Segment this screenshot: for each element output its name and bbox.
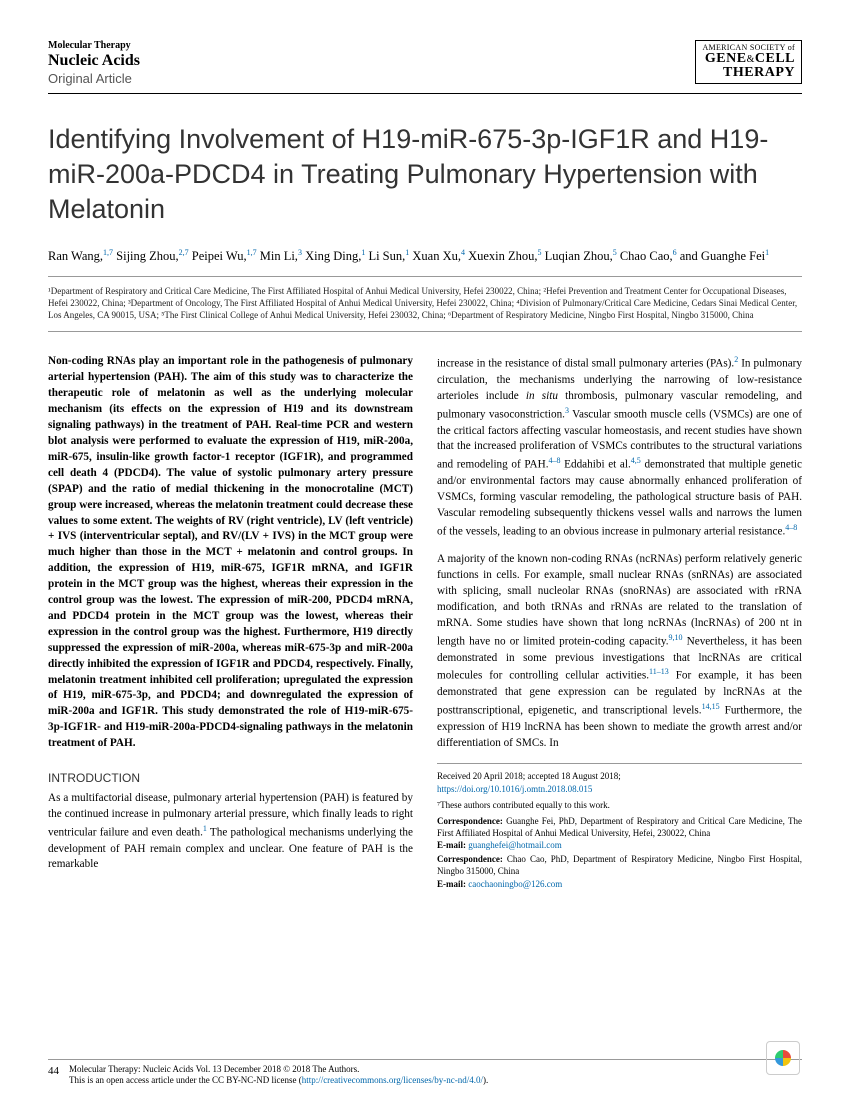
contrib-note: ⁷These authors contributed equally to th… (437, 799, 802, 811)
crossmark-badge[interactable] (766, 1041, 800, 1075)
doi-link[interactable]: https://doi.org/10.1016/j.omtn.2018.08.0… (437, 784, 592, 794)
affiliations: ¹Department of Respiratory and Critical … (48, 285, 802, 332)
crossmark-icon (775, 1050, 791, 1066)
footer-text: Molecular Therapy: Nucleic Acids Vol. 13… (69, 1064, 488, 1087)
body-paragraph: increase in the resistance of distal sma… (437, 354, 802, 540)
article-type: Original Article (48, 72, 140, 87)
left-column: Non-coding RNAs play an important role i… (48, 354, 413, 889)
society-logo: AMERICAN SOCIETY of GENE&CELL THERAPY (695, 40, 802, 84)
abstract: Non-coding RNAs play an important role i… (48, 354, 413, 752)
society-main: GENE&CELL THERAPY (702, 52, 795, 80)
journal-super: Molecular Therapy (48, 40, 140, 52)
intro-heading: INTRODUCTION (48, 770, 413, 787)
email-2: E-mail: caochaoningbo@126.com (437, 878, 802, 890)
page-number: 44 (48, 1064, 59, 1078)
body-paragraph: A majority of the known non-coding RNAs … (437, 552, 802, 751)
correspondence-box: Received 20 April 2018; accepted 18 Augu… (437, 763, 802, 889)
right-column: increase in the resistance of distal sma… (437, 354, 802, 889)
article-title: Identifying Involvement of H19-miR-675-3… (48, 122, 802, 227)
intro-paragraph: As a multifactorial disease, pulmonary a… (48, 791, 413, 873)
journal-name: Nucleic Acids (48, 52, 140, 70)
footer: 44 Molecular Therapy: Nucleic Acids Vol.… (48, 1059, 802, 1087)
authors: Ran Wang,1,7 Sijing Zhou,2,7 Peipei Wu,1… (48, 247, 802, 277)
received-line: Received 20 April 2018; accepted 18 Augu… (437, 770, 802, 782)
license-link[interactable]: http://creativecommons.org/licenses/by-n… (302, 1075, 483, 1085)
journal-block: Molecular Therapy Nucleic Acids Original… (48, 40, 140, 87)
correspondence-2: Correspondence: Chao Cao, PhD, Departmen… (437, 853, 802, 877)
email-1: E-mail: guanghefei@hotmail.com (437, 839, 802, 851)
body-columns: Non-coding RNAs play an important role i… (48, 354, 802, 889)
header: Molecular Therapy Nucleic Acids Original… (48, 40, 802, 94)
correspondence-1: Correspondence: Guanghe Fei, PhD, Depart… (437, 815, 802, 839)
